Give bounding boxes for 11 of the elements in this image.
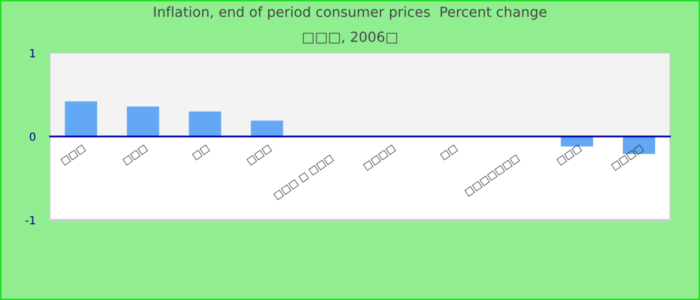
x-tick-label: □□ [440,144,458,160]
chart-title: Inflation, end of period consumer prices Percent change [154,6,546,20]
chart-subtitle: □□□, 2006□ [302,32,398,44]
bar [126,106,160,136]
y-tick-label: 0 [30,132,36,141]
y-tick-label: 1 [30,49,36,58]
bar [188,111,222,136]
bar [250,120,284,136]
x-tick-label: □□ [192,144,210,160]
y-tick-label: -1 [26,216,36,224]
bar [64,101,98,136]
